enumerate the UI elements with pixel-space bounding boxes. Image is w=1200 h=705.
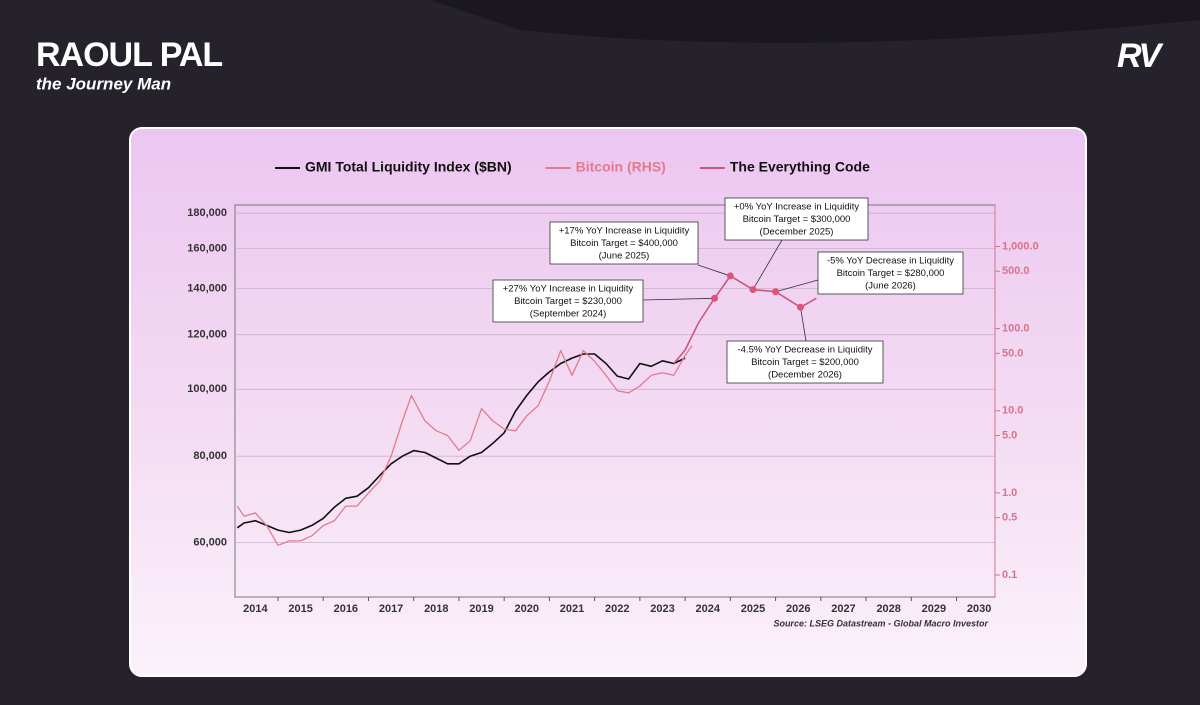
annotation-text: (December 2026) [768,370,842,381]
y2-tick-label: 500.0 [1002,265,1030,277]
y2-tick-label: 0.1 [1002,569,1017,581]
annotation-box [724,197,869,241]
y-tick-label: 100,000 [187,383,227,395]
annotation-text: -4.5% YoY Decrease in Liquidity [737,345,872,356]
x-tick-label: 2026 [786,603,810,615]
annotation-leader [752,239,783,290]
y2-tick-label: 50.0 [1002,347,1023,359]
target-point [772,288,780,296]
x-tick-label: 2019 [469,603,493,615]
x-tick-label: 2027 [831,603,855,615]
annotation-text: +0% YoY Increase in Liquidity [734,202,860,213]
chart: 60,000 80,000 100,000 120,000 140,000 160,000… [187,159,1038,629]
annotation-text: Bitcoin Target = $200,000 [751,357,859,368]
annotation-text: Bitcoin Target = $280,000 [837,268,945,279]
y-tick-label: 60,000 [193,536,227,548]
x-tick-label: 2014 [243,603,268,615]
series-line [236,345,693,546]
legend-label: GMI Total Liquidity Index ($BN) [305,159,512,175]
y-tick-label: 80,000 [193,450,227,462]
tagline: the Journey Man [36,74,171,93]
annotation-text: -5% YoY Decrease in Liquidity [827,256,954,267]
y2-tick-label: 1,000.0 [1002,240,1039,252]
annotation-text: (June 2026) [865,281,916,292]
annotation-text: Bitcoin Target = $230,000 [514,296,622,307]
x-tick-label: 2018 [424,603,448,615]
y2-tick-label: 0.5 [1002,512,1017,524]
annotation-box [817,251,964,295]
legend-label: Bitcoin (RHS) [576,159,666,175]
annotation-box [492,279,644,323]
annotation-box [549,221,699,265]
annotation-box [726,340,884,384]
annotation-leader [800,307,807,342]
target-point [796,303,804,311]
annotation-text: +17% YoY Increase in Liquidity [559,226,690,237]
annotation-leader [775,279,819,293]
annotation-text: Bitcoin Target = $400,000 [570,238,678,249]
annotation-text: (September 2024) [530,309,607,320]
x-tick-label: 2020 [515,603,539,615]
x-tick-label: 2030 [967,603,991,615]
y-tick-label: 120,000 [187,329,227,341]
x-tick-label: 2022 [605,603,629,615]
x-tick-label: 2016 [334,603,358,615]
legend-label: The Everything Code [730,159,870,175]
target-point [726,272,734,280]
annotation-text: Bitcoin Target = $300,000 [743,214,851,225]
chart-card [129,127,1087,677]
y-tick-label: 160,000 [187,242,227,254]
y2-tick-label: 1.0 [1002,487,1017,499]
target-point [711,294,719,302]
source-note: Source: LSEG Datastream - Global Macro I… [773,618,988,628]
y2-tick-label: 100.0 [1002,323,1030,335]
annotation-leader [642,297,715,301]
x-tick-label: 2021 [560,603,584,615]
target-point [749,286,757,294]
x-tick-label: 2017 [379,603,403,615]
x-tick-label: 2028 [876,603,900,615]
x-tick-label: 2029 [922,603,946,615]
annotation-text: (December 2025) [760,227,834,238]
x-tick-label: 2023 [650,603,674,615]
logo: RV [1117,37,1165,75]
y-tick-label: 180,000 [187,207,227,219]
annotation-text: +27% YoY Increase in Liquidity [503,284,634,295]
x-tick-label: 2024 [695,603,720,615]
series-line [236,353,686,534]
annotation-text: (June 2025) [599,251,650,262]
x-tick-label: 2015 [288,603,312,615]
y2-tick-label: 5.0 [1002,429,1017,441]
y-tick-label: 140,000 [187,282,227,294]
background-shape [0,0,1200,43]
y2-tick-label: 10.0 [1002,405,1023,417]
brand: RAOUL PAL [36,36,222,74]
x-tick-label: 2025 [741,603,765,615]
annotation-leader [697,264,731,277]
